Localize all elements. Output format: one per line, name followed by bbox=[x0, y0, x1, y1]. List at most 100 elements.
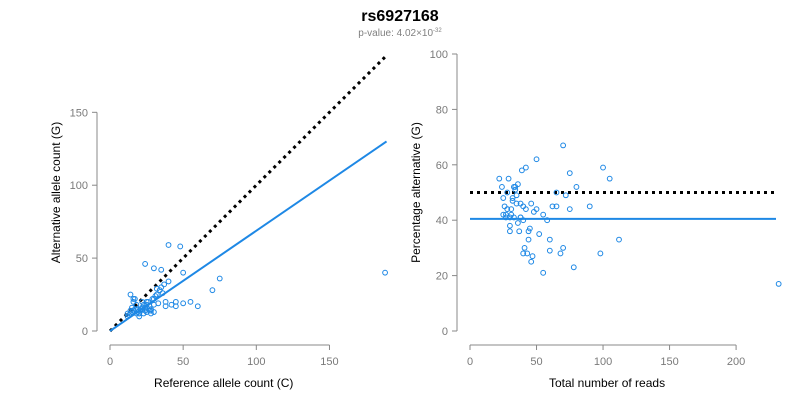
data-point bbox=[209, 287, 216, 294]
data-point bbox=[509, 195, 516, 201]
data-point bbox=[136, 313, 143, 320]
y-tick-label: 0 bbox=[82, 326, 88, 338]
data-point bbox=[180, 300, 187, 307]
data-point bbox=[775, 281, 782, 287]
x-tick-label: 0 bbox=[107, 356, 113, 368]
data-point bbox=[560, 142, 567, 149]
p-value-text: p-value: 4.02×10 bbox=[358, 28, 433, 39]
x-tick-label: 100 bbox=[594, 356, 612, 368]
data-point bbox=[139, 304, 146, 311]
data-point bbox=[573, 184, 580, 190]
data-point bbox=[597, 250, 604, 257]
data-point bbox=[504, 189, 511, 196]
data-point bbox=[616, 236, 622, 243]
data-point bbox=[525, 228, 532, 235]
data-point bbox=[148, 307, 154, 314]
data-point bbox=[524, 250, 531, 257]
data-point bbox=[150, 296, 157, 302]
data-point bbox=[514, 220, 521, 226]
data-point bbox=[152, 293, 159, 299]
data-point bbox=[155, 300, 162, 307]
data-point bbox=[560, 245, 567, 251]
data-point bbox=[161, 281, 168, 288]
y-tick-label: 50 bbox=[76, 253, 88, 265]
data-point bbox=[522, 164, 529, 171]
y-tick-label: 150 bbox=[70, 107, 88, 119]
data-point bbox=[159, 290, 166, 296]
data-point bbox=[505, 175, 512, 182]
x-axis-label: Total number of reads bbox=[549, 376, 665, 390]
right-scatter-panel: 0 50 100 150 200 0 20 40 60 80 100 Total number of … bbox=[409, 49, 782, 390]
data-point bbox=[216, 275, 223, 282]
data-point bbox=[153, 291, 160, 298]
data-point bbox=[521, 245, 528, 251]
data-point bbox=[520, 250, 527, 257]
data-point bbox=[165, 242, 172, 248]
data-point bbox=[142, 261, 149, 267]
data-point bbox=[549, 203, 556, 210]
data-point bbox=[140, 301, 147, 308]
data-point bbox=[156, 287, 163, 294]
data-point bbox=[553, 189, 560, 196]
chart-subtitle: p-value: 4.02×10-32 bbox=[358, 28, 442, 39]
y-tick-label: 20 bbox=[436, 271, 448, 283]
data-point bbox=[529, 253, 536, 260]
data-point bbox=[562, 192, 569, 199]
data-point bbox=[145, 306, 151, 313]
x-tick-label: 150 bbox=[320, 356, 338, 368]
data-point bbox=[130, 296, 137, 302]
data-point bbox=[508, 206, 515, 213]
y-tick-label: 80 bbox=[436, 104, 448, 116]
data-point bbox=[162, 303, 169, 310]
x-tick-label: 50 bbox=[177, 356, 189, 368]
data-point bbox=[507, 214, 513, 221]
left-scatter-panel: 0 50 100 150 0 50 100 150 Reference allele count… bbox=[49, 55, 388, 390]
data-point bbox=[516, 228, 523, 235]
x-tick-label: 100 bbox=[247, 356, 265, 368]
data-point bbox=[553, 203, 560, 210]
data-point bbox=[536, 231, 543, 237]
data-point bbox=[546, 236, 553, 243]
data-point bbox=[600, 164, 606, 171]
data-point bbox=[520, 203, 527, 210]
data-point bbox=[518, 167, 525, 174]
data-point bbox=[508, 211, 515, 218]
data-point bbox=[566, 206, 573, 213]
data-point bbox=[513, 192, 520, 199]
data-point bbox=[382, 269, 388, 276]
data-point bbox=[528, 200, 535, 207]
data-point bbox=[546, 247, 553, 254]
data-point bbox=[528, 258, 535, 265]
data-point bbox=[127, 291, 134, 298]
data-point bbox=[557, 250, 564, 257]
data-point bbox=[136, 310, 143, 317]
data-point bbox=[148, 310, 154, 317]
y-axis-label: Percentage alternative (G) bbox=[409, 122, 423, 263]
data-point bbox=[180, 269, 187, 276]
data-point bbox=[172, 303, 179, 310]
data-point bbox=[124, 310, 131, 317]
data-point bbox=[499, 184, 505, 190]
x-axis-label: Reference allele count (C) bbox=[154, 376, 293, 390]
y-tick-label: 60 bbox=[436, 160, 448, 172]
x-tick-label: 0 bbox=[467, 356, 473, 368]
data-point bbox=[512, 186, 519, 193]
data-point bbox=[533, 206, 540, 213]
data-point bbox=[150, 265, 157, 272]
reference-dotted-line bbox=[108, 55, 387, 333]
fit-line bbox=[109, 140, 388, 332]
y-tick-label: 100 bbox=[70, 180, 88, 192]
y-tick-label: 40 bbox=[436, 215, 448, 227]
data-point bbox=[130, 298, 137, 305]
data-point bbox=[540, 211, 547, 218]
y-axis-label: Alternative allele count (G) bbox=[49, 122, 63, 263]
data-point bbox=[503, 214, 509, 221]
data-point bbox=[540, 269, 547, 276]
x-tick-label: 200 bbox=[727, 356, 745, 368]
p-value-exponent: -32 bbox=[433, 28, 442, 34]
data-point bbox=[496, 175, 503, 182]
x-tick-label: 150 bbox=[660, 356, 678, 368]
data-point bbox=[517, 214, 524, 221]
x-tick-label: 50 bbox=[530, 356, 542, 368]
